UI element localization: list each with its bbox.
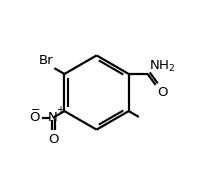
Text: O: O — [48, 133, 58, 146]
Text: O: O — [29, 111, 39, 124]
Text: NH$_2$: NH$_2$ — [149, 58, 175, 74]
Text: O: O — [157, 86, 168, 99]
Text: −: − — [31, 105, 40, 115]
Text: Br: Br — [39, 54, 54, 67]
Text: +: + — [56, 105, 64, 115]
Text: N: N — [48, 111, 58, 124]
